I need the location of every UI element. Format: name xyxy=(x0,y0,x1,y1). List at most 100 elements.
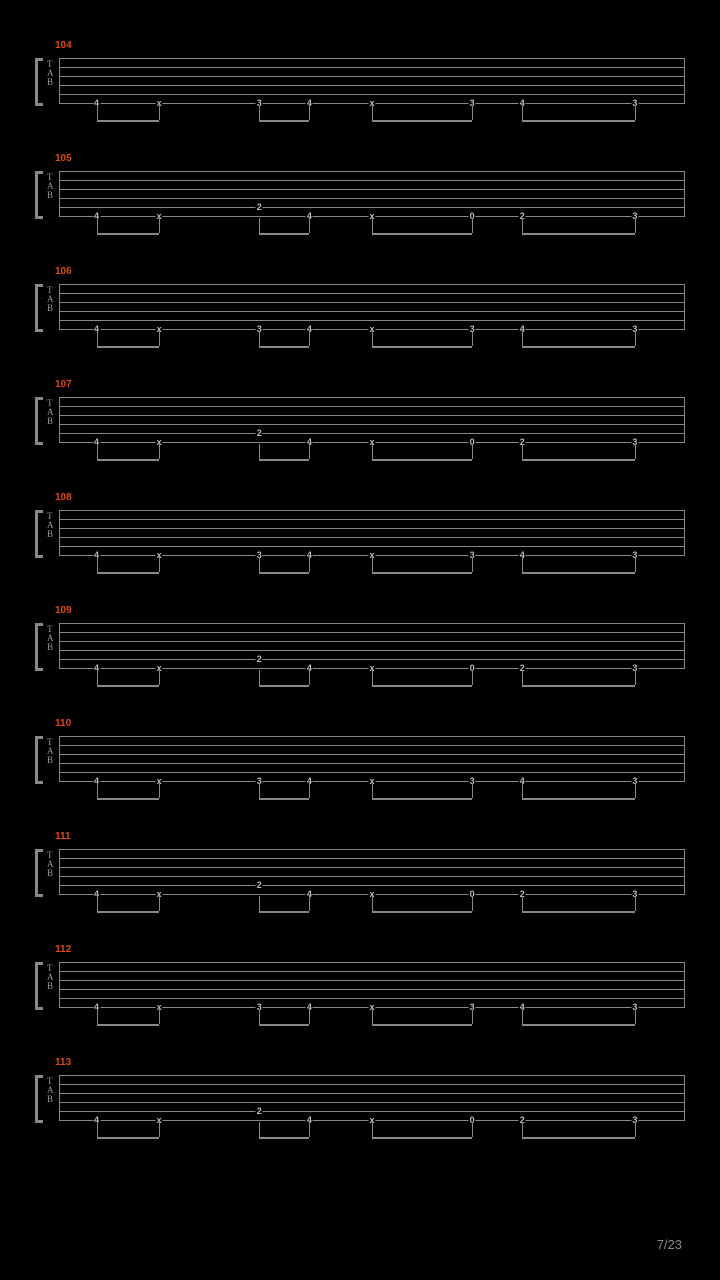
note-stem xyxy=(159,896,160,911)
beam xyxy=(522,233,635,235)
beam xyxy=(372,459,472,461)
note-stem xyxy=(97,783,98,798)
beam xyxy=(372,911,472,913)
note-stem xyxy=(159,670,160,685)
beam xyxy=(259,233,309,235)
note-stem xyxy=(159,783,160,798)
beam xyxy=(259,798,309,800)
tab-clef: TAB xyxy=(47,625,54,652)
note-stem xyxy=(159,444,160,459)
note-stem xyxy=(472,444,473,459)
system-bracket xyxy=(35,284,43,332)
note-stem xyxy=(259,896,260,911)
beam xyxy=(372,1137,472,1139)
measure: 112TAB4x34x343 xyxy=(35,944,685,1057)
note-stem xyxy=(522,105,523,120)
beam xyxy=(259,459,309,461)
note-stem xyxy=(372,105,373,120)
fret-number: 2 xyxy=(256,428,263,438)
beam xyxy=(372,346,472,348)
note-stem xyxy=(259,670,260,685)
beam xyxy=(97,911,160,913)
measure-number: 109 xyxy=(55,605,72,616)
note-stem xyxy=(309,670,310,685)
note-stem xyxy=(522,1009,523,1024)
note-stem xyxy=(522,444,523,459)
note-stem xyxy=(372,218,373,233)
fret-number: 2 xyxy=(256,654,263,664)
notes-area: 4x24x023 xyxy=(59,1075,685,1145)
note-stem xyxy=(635,218,636,233)
note-stem xyxy=(309,896,310,911)
note-stem xyxy=(372,783,373,798)
beam xyxy=(372,233,472,235)
system-bracket xyxy=(35,736,43,784)
measure: 106TAB4x34x343 xyxy=(35,266,685,379)
beam xyxy=(259,1137,309,1139)
note-stem xyxy=(472,105,473,120)
note-stem xyxy=(97,1122,98,1137)
note-stem xyxy=(97,670,98,685)
measure-number: 113 xyxy=(55,1057,71,1068)
measure: 110TAB4x34x343 xyxy=(35,718,685,831)
note-stem xyxy=(159,331,160,346)
beam xyxy=(522,459,635,461)
note-stem xyxy=(635,557,636,572)
note-stem xyxy=(372,444,373,459)
measure: 105TAB4x24x023 xyxy=(35,153,685,266)
tab-clef: TAB xyxy=(47,738,54,765)
note-stem xyxy=(309,557,310,572)
note-stem xyxy=(159,557,160,572)
tab-clef: TAB xyxy=(47,286,54,313)
note-stem xyxy=(259,218,260,233)
note-stem xyxy=(635,105,636,120)
measure: 104TAB4x34x343 xyxy=(35,40,685,153)
tab-clef: TAB xyxy=(47,851,54,878)
system-bracket xyxy=(35,58,43,106)
measure-number: 111 xyxy=(55,831,71,842)
page-number: 7/23 xyxy=(657,1237,682,1252)
beam xyxy=(97,120,160,122)
system-bracket xyxy=(35,623,43,671)
system-bracket xyxy=(35,397,43,445)
beam xyxy=(372,685,472,687)
beam xyxy=(97,572,160,574)
note-stem xyxy=(522,1122,523,1137)
tab-page: 104TAB4x34x343105 TAB 4x24x023 106TAB4x34x3… xyxy=(0,0,720,1190)
note-stem xyxy=(259,1122,260,1137)
beam xyxy=(522,911,635,913)
tab-clef: TAB xyxy=(47,512,54,539)
note-stem xyxy=(635,896,636,911)
note-stem xyxy=(309,105,310,120)
beam xyxy=(372,572,472,574)
note-stem xyxy=(159,105,160,120)
fret-number: 2 xyxy=(256,880,263,890)
notes-area: 4x34x343 xyxy=(59,962,685,1032)
beam xyxy=(522,1137,635,1139)
note-stem xyxy=(309,331,310,346)
tab-clef: TAB xyxy=(47,1077,54,1104)
notes-area: 4x24x023 xyxy=(59,623,685,693)
measure-number: 107 xyxy=(55,379,72,390)
fret-number: 2 xyxy=(256,1106,263,1116)
note-stem xyxy=(472,331,473,346)
note-stem xyxy=(97,896,98,911)
note-stem xyxy=(522,896,523,911)
tab-clef: TAB xyxy=(47,173,54,200)
beam xyxy=(522,120,635,122)
beam xyxy=(259,572,309,574)
beam xyxy=(259,911,309,913)
note-stem xyxy=(372,557,373,572)
note-stem xyxy=(259,105,260,120)
note-stem xyxy=(472,670,473,685)
note-stem xyxy=(309,1122,310,1137)
note-stem xyxy=(259,331,260,346)
beam xyxy=(259,120,309,122)
system-bracket xyxy=(35,1075,43,1123)
note-stem xyxy=(309,1009,310,1024)
system-bracket xyxy=(35,510,43,558)
note-stem xyxy=(372,1009,373,1024)
measure-number: 105 xyxy=(55,153,72,164)
measure: 113 TAB 4x24x023 xyxy=(35,1057,685,1170)
note-stem xyxy=(635,1122,636,1137)
